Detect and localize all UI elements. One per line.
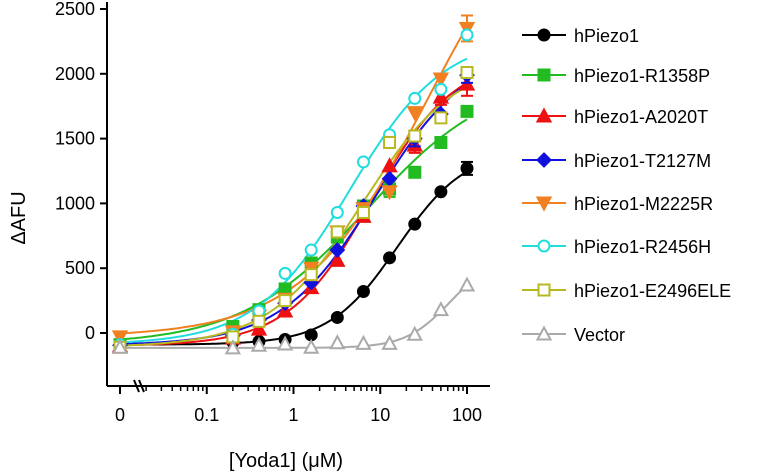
data-point-hPiezo1-A2020T (432, 88, 450, 104)
data-point-hPiezo1-E2496ELE (356, 205, 370, 219)
data-point-hPiezo1-R2456H (252, 304, 266, 318)
data-point-hPiezo1-E2496ELE (383, 135, 397, 149)
fit-curve-hPiezo1-M2225R (119, 26, 468, 335)
data-point-Vector (406, 325, 423, 341)
y-axis-label: ΔAFU (8, 191, 30, 244)
data-point-Vector (458, 276, 476, 292)
legend-marker (536, 152, 552, 168)
data-point-hPiezo1-R1358P (434, 135, 448, 149)
data-point-hPiezo1-R2456H (434, 82, 448, 96)
data-point-Vector (276, 335, 294, 351)
y-tick-label: 1500 (55, 129, 95, 149)
legend-label: hPiezo1-A2020T (574, 107, 708, 127)
x-axis-break (138, 379, 145, 393)
data-point-Vector (111, 338, 129, 354)
data-point-hPiezo1-R2456H (356, 155, 370, 169)
y-tick-label: 0 (85, 323, 95, 343)
data-point-hPiezo1-T2127M (329, 242, 346, 258)
data-point-hPiezo1 (408, 217, 422, 231)
x-axis-label: [Yoda1] (μM) (229, 450, 343, 472)
data-point-hPiezo1-M2225R (111, 330, 129, 346)
data-point-hPiezo1-A2020T (250, 320, 268, 336)
x-tick-label: 0 (115, 405, 125, 425)
data-point-hPiezo1-R2456H (278, 266, 292, 280)
data-point-Vector (250, 336, 268, 352)
legend: hPiezo1 hPiezo1-R1358P hPiezo1-A2020T hPiez… (522, 26, 731, 345)
fit-curve-Vector (120, 284, 468, 349)
fit-curve-hPiezo1-R2456H (119, 57, 468, 344)
legend-label: hPiezo1 (574, 26, 639, 46)
data-point-hPiezo1-M2225R (432, 72, 450, 88)
data-point-hPiezo1 (460, 161, 474, 175)
y-tick-label: 500 (65, 258, 95, 278)
legend-label: hPiezo1-M2225R (574, 194, 713, 214)
y-tick-label: 2000 (55, 64, 95, 84)
x-axis-break (133, 379, 140, 393)
axes: 0 500 1000 1500 2000 2500 0 0.1 1 10 100 (55, 0, 490, 425)
data-point-hPiezo1-M2225R (406, 106, 423, 122)
legend-marker (535, 107, 553, 123)
legend-label: hPiezo1-E2496ELE (574, 281, 731, 301)
legend-label: hPiezo1-R2456H (574, 237, 711, 257)
y-tick-label: 1000 (55, 193, 95, 213)
fit-curve-hPiezo1 (120, 170, 468, 346)
data-point-hPiezo1-A2020T (329, 251, 346, 267)
legend-marker (537, 283, 551, 297)
x-tick-label: 1 (288, 405, 298, 425)
legend-marker (537, 239, 551, 253)
data-point-hPiezo1-R2456H (408, 91, 422, 105)
data-point-hPiezo1-M2225R (381, 185, 398, 201)
data-point-hPiezo1-E2496ELE (304, 268, 318, 282)
data-point-Vector (381, 334, 398, 350)
data-point-hPiezo1-E2496ELE (252, 314, 266, 328)
data-point-hPiezo1-R2456H (460, 28, 474, 42)
legend-marker (537, 28, 551, 42)
legend-marker (535, 196, 553, 212)
legend-label: Vector (574, 325, 625, 345)
y-tick-label: 2500 (55, 0, 95, 19)
fit-curves (119, 26, 468, 349)
data-point-Vector (432, 301, 450, 317)
data-point-Vector (355, 334, 372, 350)
data-point-hPiezo1-R1358P (408, 165, 422, 179)
data-point-hPiezo1-E2496ELE (434, 111, 448, 125)
data-point-hPiezo1-E2496ELE (408, 129, 422, 143)
legend-label: hPiezo1-T2127M (574, 151, 711, 171)
data-point-hPiezo1-R2456H (330, 205, 344, 219)
data-point-hPiezo1-E2496ELE (460, 66, 474, 80)
x-tick-label: 100 (452, 405, 482, 425)
data-point-hPiezo1 (330, 310, 344, 324)
data-point-hPiezo1-R2456H (304, 243, 318, 257)
data-point-hPiezo1-E2496ELE (278, 294, 292, 308)
data-point-hPiezo1 (383, 251, 397, 265)
data-point-Vector (224, 339, 242, 355)
data-point-hPiezo1 (356, 285, 370, 299)
legend-marker (535, 325, 553, 341)
x-tick-label: 10 (370, 405, 390, 425)
fit-curve-hPiezo1-R1358P (119, 118, 468, 341)
data-point-hPiezo1-R1358P (460, 104, 474, 118)
x-tick-label: 0.1 (194, 405, 219, 425)
legend-label: hPiezo1-R1358P (574, 66, 710, 86)
data-point-hPiezo1-E2496ELE (330, 225, 344, 239)
data-point-hPiezo1 (434, 185, 448, 199)
data-point-Vector (329, 334, 346, 350)
data-points (111, 14, 476, 355)
data-point-hPiezo1-R1358P (278, 282, 292, 296)
legend-marker (537, 68, 551, 82)
data-point-Vector (303, 338, 320, 354)
